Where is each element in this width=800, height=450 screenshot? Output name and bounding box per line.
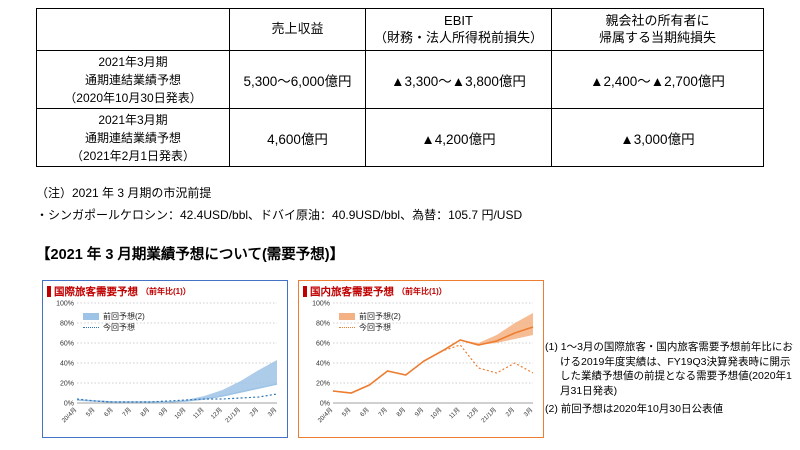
- band-swatch-icon: [339, 313, 355, 320]
- svg-text:10月: 10月: [173, 406, 187, 420]
- chart-title-suffix: （前年比(1)）: [397, 287, 447, 296]
- table-row: 2021年3月期 通期連結業績予想 （2020年10月30日発表） 5,300～…: [36, 50, 764, 109]
- svg-text:80%: 80%: [316, 320, 330, 327]
- svg-text:12月: 12月: [466, 406, 480, 420]
- header-net-loss: 親会社の所有者に 帰属する当期純損失: [551, 8, 764, 51]
- cell-netloss-previous: ▲2,400～▲2,700億円: [551, 50, 764, 109]
- svg-text:2月: 2月: [248, 406, 260, 418]
- svg-text:20%: 20%: [316, 380, 330, 387]
- svg-text:8月: 8月: [395, 406, 407, 418]
- dotted-line-swatch-icon: [83, 327, 99, 328]
- legend-item-previous-forecast: 前回予想(2): [83, 311, 145, 322]
- footnote-2: (2) 前回予想は2020年10月30日公表値: [545, 402, 723, 415]
- band-swatch-icon: [83, 313, 99, 320]
- cell-ebit-previous: ▲3,300～▲3,800億円: [365, 50, 552, 109]
- legend-label: 今回予想: [359, 323, 391, 332]
- cell-ebit-revised: ▲4,200億円: [365, 108, 552, 167]
- international-demand-plot: 0% 20% 40% 60% 80% 100% 20/4月 5月 6月 7月 8月 9月 10月 11月 1…: [56, 300, 279, 424]
- table-header-row: 売上収益 EBIT （財務・法人所得税前損失） 親会社の所有者に 帰属する当期純…: [36, 8, 764, 51]
- svg-text:6月: 6月: [103, 406, 115, 418]
- title-accent-bar-icon: [303, 286, 307, 297]
- title-accent-bar-icon: [47, 286, 51, 297]
- chart-legend: 前回予想(2) 今回予想: [83, 311, 145, 333]
- svg-text:6月: 6月: [359, 406, 371, 418]
- cell-revenue-previous: 5,300～6,000億円: [229, 50, 366, 109]
- footnotes: (1) 1～3月の国際旅客・国内旅客需要予想前年比における2019年度実績は、F…: [545, 340, 797, 419]
- chart-title: 国内旅客需要予想 （前年比(1)）: [303, 284, 539, 299]
- svg-text:20/4月: 20/4月: [317, 406, 335, 424]
- svg-text:20/4月: 20/4月: [61, 406, 79, 424]
- forecast-table: 売上収益 EBIT （財務・法人所得税前損失） 親会社の所有者に 帰属する当期純…: [36, 8, 764, 167]
- svg-text:7月: 7月: [377, 406, 389, 418]
- svg-text:60%: 60%: [316, 340, 330, 347]
- svg-text:0%: 0%: [320, 400, 330, 407]
- international-demand-chart: 国際旅客需要予想 （前年比(1)） 0% 20% 40% 60% 80% 100% 20/4…: [42, 280, 288, 438]
- svg-text:60%: 60%: [60, 340, 74, 347]
- svg-text:10月: 10月: [429, 406, 443, 420]
- svg-text:80%: 80%: [60, 320, 74, 327]
- footnote-1: (1) 1～3月の国際旅客・国内旅客需要予想前年比における2019年度実績は、F…: [545, 341, 793, 398]
- chart-title-text: 国内旅客需要予想: [310, 286, 394, 298]
- svg-text:9月: 9月: [158, 406, 170, 418]
- section-title: 【2021 年 3 月期業績予想について(需要予想)】: [36, 247, 345, 263]
- svg-text:20%: 20%: [60, 380, 74, 387]
- domestic-demand-chart: 国内旅客需要予想 （前年比(1)） 0% 20% 40% 60% 80% 100% 20/4…: [298, 280, 544, 438]
- svg-text:100%: 100%: [312, 300, 330, 307]
- legend-label: 前回予想(2): [359, 312, 401, 321]
- chart-title-text: 国際旅客需要予想: [54, 286, 138, 298]
- table-row: 2021年3月期 通期連結業績予想 （2021年2月1日発表） 4,600億円 …: [36, 108, 764, 167]
- legend-item-current-forecast: 今回予想: [83, 322, 145, 333]
- header-ebit: EBIT （財務・法人所得税前損失）: [365, 8, 552, 51]
- dotted-line-swatch-icon: [339, 327, 355, 328]
- svg-text:5月: 5月: [85, 406, 97, 418]
- svg-text:5月: 5月: [341, 406, 353, 418]
- svg-text:21/1月: 21/1月: [224, 406, 242, 424]
- svg-text:11月: 11月: [192, 406, 206, 420]
- chart-title-suffix: （前年比(1)）: [141, 287, 191, 296]
- svg-text:2月: 2月: [504, 406, 516, 418]
- table-corner-cell: [36, 8, 230, 51]
- svg-text:21/1月: 21/1月: [480, 406, 498, 424]
- legend-item-current-forecast: 今回予想: [339, 322, 401, 333]
- svg-text:40%: 40%: [60, 360, 74, 367]
- legend-label: 前回予想(2): [103, 312, 145, 321]
- row-label-revised-forecast: 2021年3月期 通期連結業績予想 （2021年2月1日発表）: [36, 108, 230, 167]
- domestic-demand-plot: 0% 20% 40% 60% 80% 100% 20/4月 5月 6月 7月 8月 9月 10月 11月 1…: [312, 300, 535, 424]
- svg-text:7月: 7月: [121, 406, 133, 418]
- market-assumption-note-title: （注）2021 年 3 月期の市況前提: [36, 186, 212, 200]
- row-label-previous-forecast: 2021年3月期 通期連結業績予想 （2020年10月30日発表）: [36, 50, 230, 109]
- svg-text:0%: 0%: [64, 400, 74, 407]
- svg-text:8月: 8月: [139, 406, 151, 418]
- svg-text:100%: 100%: [56, 300, 74, 307]
- svg-text:3月: 3月: [267, 406, 279, 418]
- chart-title: 国際旅客需要予想 （前年比(1)）: [47, 284, 283, 299]
- legend-label: 今回予想: [103, 323, 135, 332]
- svg-text:3月: 3月: [523, 406, 535, 418]
- chart-legend: 前回予想(2) 今回予想: [339, 311, 401, 333]
- svg-text:40%: 40%: [316, 360, 330, 367]
- cell-netloss-revised: ▲3,000億円: [551, 108, 764, 167]
- svg-text:9月: 9月: [414, 406, 426, 418]
- legend-item-previous-forecast: 前回予想(2): [339, 311, 401, 322]
- market-assumption-note-detail: ・シンガポールケロシン：42.4USD/bbl、ドバイ原油：40.9USD/bb…: [36, 208, 523, 222]
- svg-text:12月: 12月: [210, 406, 224, 420]
- header-revenue: 売上収益: [229, 8, 366, 51]
- svg-text:11月: 11月: [448, 406, 462, 420]
- cell-revenue-revised: 4,600億円: [229, 108, 366, 167]
